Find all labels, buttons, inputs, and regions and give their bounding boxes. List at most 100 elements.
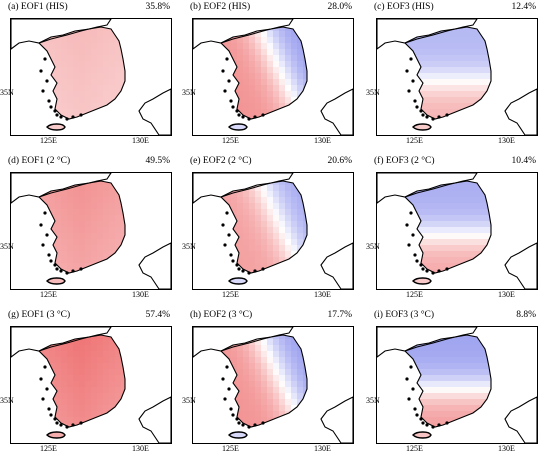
island [237, 421, 241, 425]
latitude-tick: 35N [366, 88, 380, 97]
island [421, 113, 425, 117]
island [71, 423, 75, 427]
island [225, 211, 229, 215]
island [445, 421, 449, 425]
island [221, 377, 225, 381]
island [419, 417, 423, 421]
latitude-tick: 35N [182, 88, 196, 97]
island [253, 115, 257, 119]
island [59, 115, 63, 119]
island [431, 425, 435, 429]
panel-a: (a) EOF1 (HIS) 35.8% 35N 125E 130E [0, 2, 174, 145]
island [55, 421, 59, 425]
longitude-tick-130: 130E [314, 444, 331, 453]
island [409, 57, 413, 61]
island [65, 271, 69, 275]
island [445, 267, 449, 271]
island [437, 115, 441, 119]
korea-coastline [38, 180, 126, 274]
island [227, 387, 231, 391]
island [247, 425, 251, 429]
island [225, 57, 229, 61]
panel-i: (i) EOF3 (3 °C) 8.8% 35N 125E 130E [366, 310, 540, 453]
island [241, 269, 245, 273]
island [43, 365, 47, 369]
island [229, 407, 233, 411]
japan-coastline [138, 242, 171, 289]
variance-percent: 28.0% [327, 2, 352, 12]
island [425, 423, 429, 427]
island [235, 109, 239, 113]
island [53, 417, 57, 421]
island [409, 211, 413, 215]
latitude-tick: 35N [0, 242, 14, 251]
jeju-island [46, 277, 66, 285]
island [65, 117, 69, 121]
variance-percent: 49.5% [145, 156, 170, 166]
north-korea-coastline [11, 173, 112, 204]
island [247, 117, 251, 121]
panel-title: (f) EOF3 (2 °C) [374, 156, 435, 166]
island [261, 267, 265, 271]
island [431, 271, 435, 275]
map-frame [376, 172, 538, 290]
longitude-tick-125: 125E [222, 444, 239, 453]
island [405, 377, 409, 381]
longitude-tick-125: 125E [40, 136, 57, 145]
japan-coastline [504, 396, 537, 443]
latitude-tick: 35N [182, 396, 196, 405]
island [59, 423, 63, 427]
island [43, 57, 47, 61]
island [241, 423, 245, 427]
korea-map [377, 327, 537, 443]
island [411, 79, 415, 83]
island [437, 423, 441, 427]
longitude-tick-130: 130E [132, 136, 149, 145]
island [419, 109, 423, 113]
map-frame [376, 18, 538, 136]
island [229, 253, 233, 257]
japan-coastline [320, 396, 353, 443]
korea-coastline [404, 180, 492, 274]
island [437, 269, 441, 273]
longitude-tick-130: 130E [314, 290, 331, 299]
north-korea-coastline [11, 327, 112, 358]
island [223, 89, 227, 93]
latitude-tick: 35N [0, 396, 14, 405]
japan-coastline [504, 242, 537, 289]
longitude-tick-125: 125E [40, 290, 57, 299]
north-korea-coastline [377, 19, 478, 50]
jeju-island [412, 277, 432, 285]
panel-d: (d) EOF1 (2 °C) 49.5% 35N 125E 130E [0, 156, 174, 299]
north-korea-coastline [11, 19, 112, 50]
island [411, 387, 415, 391]
island [47, 407, 51, 411]
variance-percent: 12.4% [511, 2, 536, 12]
island [231, 413, 235, 417]
map-frame [192, 172, 354, 290]
jeju-island [228, 431, 248, 439]
island [55, 267, 59, 271]
korea-coastline [404, 334, 492, 428]
korea-coastline [220, 334, 308, 428]
island [71, 115, 75, 119]
north-korea-coastline [193, 173, 294, 204]
japan-coastline [320, 88, 353, 135]
island [415, 105, 419, 109]
panel-e: (e) EOF2 (2 °C) 20.6% 35N 125E 130E [182, 156, 356, 299]
latitude-tick: 35N [366, 242, 380, 251]
map-frame [10, 326, 172, 444]
longitude-tick-130: 130E [498, 290, 515, 299]
jeju-island [412, 123, 432, 131]
korea-map [11, 173, 171, 289]
longitude-tick-130: 130E [314, 136, 331, 145]
island [79, 267, 83, 271]
longitude-tick-130: 130E [498, 444, 515, 453]
variance-percent: 35.8% [145, 2, 170, 12]
island [47, 99, 51, 103]
map-frame [192, 326, 354, 444]
island [39, 223, 43, 227]
island [413, 407, 417, 411]
korea-coastline [404, 26, 492, 120]
island [223, 397, 227, 401]
